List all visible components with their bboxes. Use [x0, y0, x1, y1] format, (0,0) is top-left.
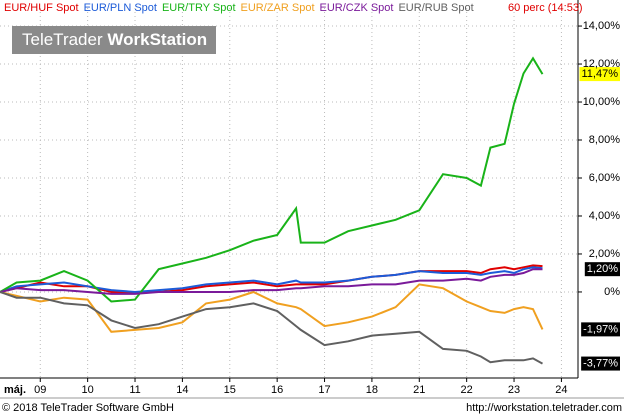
x-tick-label: 14: [176, 384, 188, 396]
last-label: 11,47%: [579, 67, 620, 82]
x-tick-label: 16: [271, 384, 283, 396]
watermark-bold: WorkStation: [107, 30, 207, 49]
last-label-text: -3,77%: [583, 357, 618, 369]
x-tick-label: 15: [224, 384, 236, 396]
legend-entry: EUR/TRY Spot: [162, 2, 236, 14]
legend: EUR/HUF Spot EUR/PLN Spot EUR/TRY Spot EUR/…: [4, 2, 474, 14]
series-line: [0, 291, 543, 365]
month-label: máj.: [4, 384, 26, 396]
series-line: [0, 268, 543, 295]
y-tick-label: 6,00%: [589, 172, 620, 184]
y-tick-label: 10,00%: [583, 96, 621, 108]
last-label: -3,77%: [581, 356, 620, 371]
lines: [0, 56, 544, 365]
y-tick-label: 4,00%: [589, 210, 620, 222]
legend-entry: EUR/HUF Spot: [4, 2, 79, 14]
y-tick-label: 8,00%: [589, 134, 620, 146]
x-tick-label: 24: [555, 384, 567, 396]
x-tick-label: 21: [413, 384, 425, 396]
x-tick-label: 22: [461, 384, 473, 396]
y-tick-label: 12,00%: [583, 58, 621, 70]
watermark-box: [12, 26, 216, 54]
y-tick-label: 2,00%: [589, 248, 620, 260]
info: 60 perc (14:53): [508, 2, 583, 14]
footer-right: http://workstation.teletrader.com: [466, 402, 622, 414]
y-tick-label: 14,00%: [583, 20, 621, 32]
last-label-box: [581, 322, 620, 337]
last-label-box: [579, 67, 620, 82]
last-label-text: -1,97%: [583, 323, 618, 335]
legend-entry: EUR/PLN Spot: [84, 2, 157, 14]
series-line: [0, 266, 543, 294]
x-tick-label: 11: [129, 384, 140, 396]
last-label: -1,97%: [581, 322, 620, 337]
last-label: 1,20%: [584, 262, 620, 277]
watermark: TeleTrader WorkStation: [22, 30, 207, 49]
last-label-box: [581, 356, 620, 371]
y-tick-label: 0%: [604, 286, 620, 298]
x-tick-label: 17: [318, 384, 330, 396]
x-tick-label: 18: [366, 384, 378, 396]
legend-entry: EUR/CZK Spot: [320, 2, 394, 14]
series-line: [0, 264, 543, 293]
x-tick-label: 10: [82, 384, 94, 396]
x-tick-label: 09: [34, 384, 46, 396]
legend-entry: EUR/ZAR Spot: [241, 2, 315, 14]
watermark-light: TeleTrader: [22, 30, 103, 49]
last-label-box: [584, 262, 620, 277]
last-label-text: 1,20%: [587, 263, 618, 275]
last-label-text: 11,47%: [582, 68, 619, 80]
series-line: [0, 56, 544, 303]
x-tick-label: 23: [508, 384, 520, 396]
footer-left: © 2018 TeleTrader Software GmbH: [2, 402, 174, 414]
last-labels: 11,47% -1,97% 1,20% -3,77%: [579, 67, 620, 371]
legend-entry: EUR/RUB Spot: [398, 2, 473, 14]
series-line: [0, 283, 544, 333]
